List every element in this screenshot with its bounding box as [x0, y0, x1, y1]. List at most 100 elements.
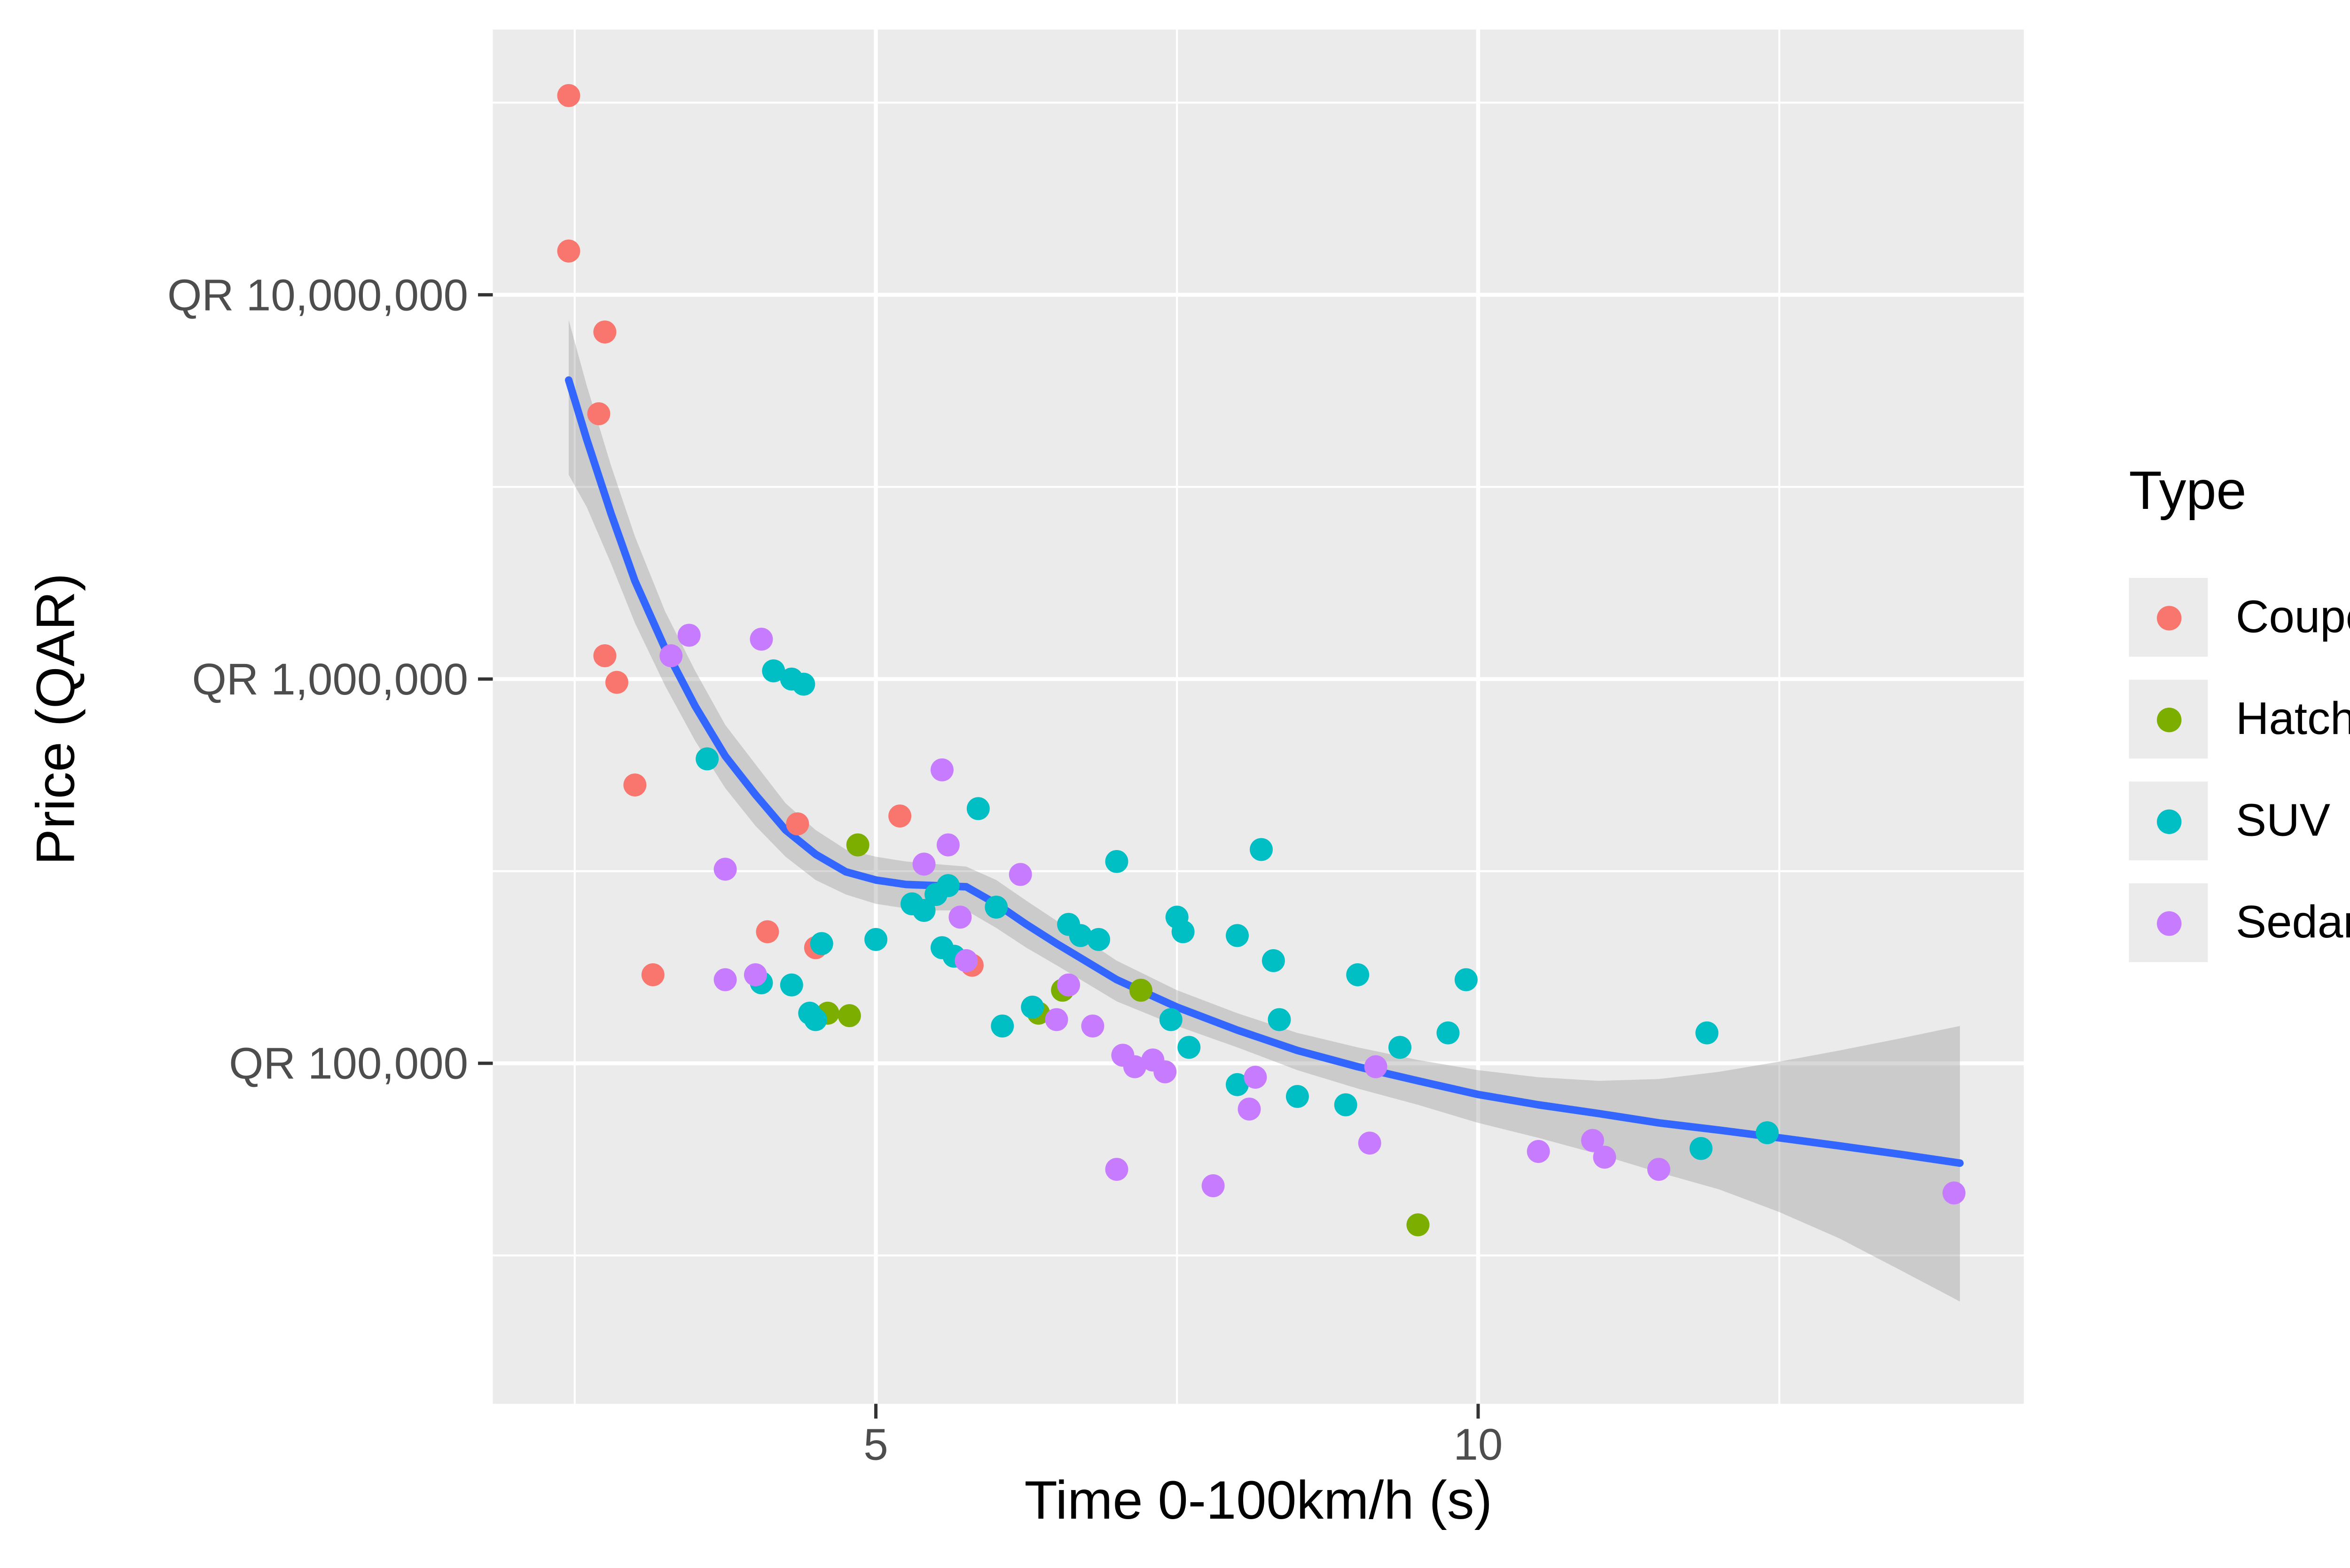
data-point	[1081, 1014, 1104, 1038]
data-point	[1244, 1066, 1267, 1089]
smooth-line	[564, 376, 1964, 1167]
data-point	[1129, 978, 1152, 1002]
data-point	[641, 963, 665, 986]
legend-title: Type	[2129, 460, 2247, 521]
data-point	[1021, 995, 1044, 1019]
data-point	[804, 1008, 827, 1031]
data-point	[936, 874, 960, 897]
y-tick-label-100k: QR 100,000	[229, 1038, 469, 1088]
data-point	[1436, 1021, 1460, 1045]
legend-label-suv: SUV	[2235, 795, 2331, 846]
data-point	[786, 812, 809, 835]
data-point	[846, 833, 870, 857]
legend-item-hatchback: Hatchback	[2129, 679, 2350, 759]
data-point	[593, 320, 617, 343]
sedan-dot-icon	[2156, 910, 2181, 935]
data-point	[1388, 1036, 1411, 1059]
data-point	[1581, 1129, 1604, 1152]
legend-key-sedan	[2129, 883, 2208, 962]
data-point	[557, 239, 580, 263]
data-point	[966, 797, 990, 820]
data-point	[864, 928, 888, 951]
data-point	[1406, 1213, 1430, 1237]
data-point	[810, 932, 833, 955]
data-point	[1159, 1008, 1183, 1031]
data-point	[930, 758, 954, 781]
data-point	[762, 659, 785, 683]
y-axis-title: Price (QAR)	[24, 573, 86, 866]
legend-item-coupe: Coupe	[2129, 577, 2350, 657]
data-point	[623, 773, 647, 797]
x-tick-label-5: 5	[863, 1420, 888, 1470]
data-point	[792, 672, 815, 696]
legend-item-sedan: Sedan	[2129, 883, 2350, 962]
axis-ticks	[478, 293, 1480, 1419]
data-point	[1009, 863, 1032, 886]
hatchback-dot-icon	[2156, 707, 2181, 732]
data-point	[912, 899, 936, 922]
grid-major	[493, 29, 2024, 1404]
legend-key-hatchback	[2129, 679, 2208, 759]
data-point	[948, 905, 972, 929]
data-point	[1454, 968, 1478, 991]
data-point	[1177, 1036, 1201, 1059]
data-point	[1285, 1084, 1309, 1108]
data-point	[1358, 1131, 1381, 1155]
data-point	[955, 949, 978, 972]
data-point	[1171, 920, 1195, 944]
x-tick-label-10: 10	[1453, 1420, 1503, 1470]
data-point	[1755, 1121, 1779, 1145]
data-point	[912, 852, 936, 876]
data-point	[1057, 973, 1081, 997]
data-point	[1346, 963, 1370, 986]
y-tick-label-10m: QR 10,000,000	[167, 270, 469, 320]
data-point	[1045, 1008, 1068, 1031]
data-point	[1123, 1055, 1146, 1078]
data-point	[605, 671, 628, 694]
data-point	[1261, 949, 1285, 972]
y-tick-label-1m: QR 1,000,000	[192, 654, 469, 704]
data-point	[1268, 1008, 1291, 1031]
data-point	[1238, 1097, 1261, 1121]
data-point	[593, 644, 617, 668]
legend-key-suv	[2129, 781, 2208, 860]
data-point	[1153, 1060, 1177, 1084]
data-point	[659, 644, 683, 668]
legend-key-coupe	[2129, 577, 2208, 657]
data-point	[1105, 850, 1128, 873]
data-point	[744, 963, 767, 986]
suv-dot-icon	[2156, 808, 2181, 834]
data-point	[838, 1004, 861, 1027]
data-point	[713, 858, 737, 881]
data-point	[1593, 1146, 1616, 1169]
data-point	[780, 973, 803, 997]
legend: Type Coupe Hatchback SUV Sedan	[2129, 460, 2350, 985]
data-point	[696, 747, 719, 771]
data-point	[756, 920, 779, 944]
data-point	[557, 84, 580, 107]
data-point	[1201, 1174, 1225, 1197]
legend-item-suv: SUV	[2129, 781, 2350, 860]
data-point	[1087, 928, 1110, 951]
data-point	[1069, 924, 1092, 947]
data-point	[1527, 1140, 1550, 1163]
points-suv	[696, 659, 1779, 1160]
coupe-dot-icon	[2156, 605, 2181, 630]
data-point	[1334, 1093, 1357, 1116]
legend-label-hatchback: Hatchback	[2235, 693, 2350, 744]
data-point	[936, 833, 960, 857]
points-sedan	[659, 624, 1966, 1205]
x-axis-title: Time 0-100km/h (s)	[1024, 1469, 1493, 1530]
data-point	[1250, 838, 1273, 861]
data-point	[677, 624, 701, 647]
confidence-ribbon	[569, 320, 1960, 1302]
legend-label-sedan: Sedan	[2235, 896, 2350, 948]
data-point	[1105, 1158, 1128, 1181]
data-point	[991, 1014, 1014, 1038]
data-point	[1647, 1158, 1670, 1181]
data-point	[1226, 924, 1249, 947]
data-point	[750, 627, 773, 651]
data-point	[985, 896, 1008, 919]
